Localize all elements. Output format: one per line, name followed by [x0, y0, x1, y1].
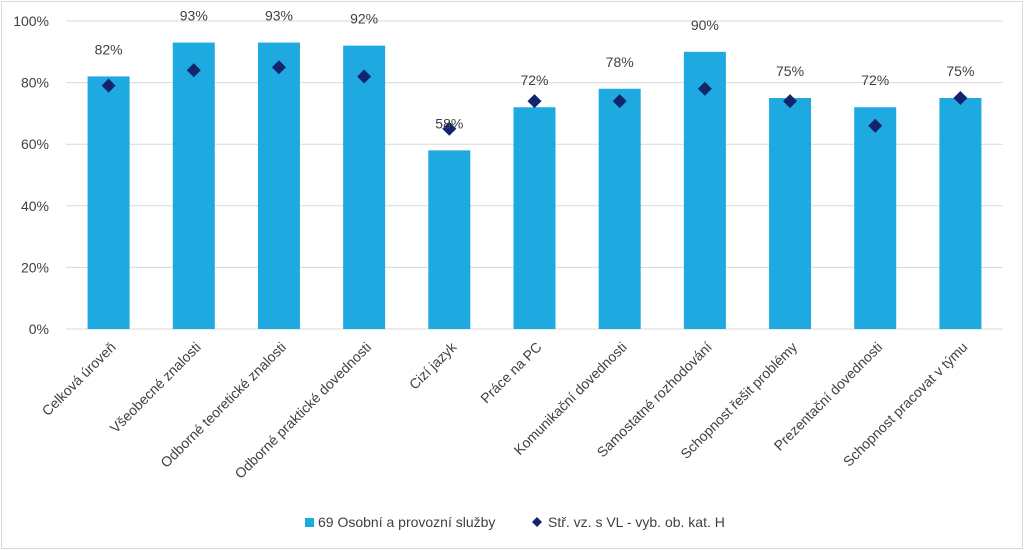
- y-tick-label: 60%: [21, 136, 49, 152]
- data-label: 93%: [265, 8, 293, 24]
- category-label: Cizí jazyk: [406, 338, 460, 392]
- data-label: 90%: [691, 17, 719, 33]
- data-label: 58%: [435, 115, 463, 131]
- bar: [769, 98, 812, 329]
- legend: 69 Osobní a provozní služby Stř. vz. s V…: [305, 514, 725, 530]
- diamond-marker: [186, 63, 201, 78]
- data-label: 75%: [776, 63, 804, 79]
- data-label: 72%: [861, 72, 889, 88]
- legend-marker-label: Stř. vz. s VL - vyb. ob. kat. H: [548, 514, 725, 530]
- data-label: 93%: [180, 8, 208, 24]
- y-tick-label: 100%: [13, 13, 49, 29]
- bar: [513, 107, 556, 330]
- legend-marker-swatch: [532, 517, 542, 527]
- data-label: 78%: [606, 54, 634, 70]
- y-tick-label: 20%: [21, 259, 49, 275]
- y-axis-ticks: 0% 20% 40% 60% 80% 100%: [13, 13, 49, 337]
- data-labels: 82% 93% 93% 92% 58% 72% 78% 90% 75% 72% 75%: [95, 8, 975, 132]
- bar-series: [87, 42, 982, 330]
- diamond-marker: [697, 81, 712, 96]
- bar: [87, 76, 130, 329]
- diamond-marker: [527, 94, 542, 109]
- diamond-marker: [783, 94, 798, 109]
- diamond-marker: [612, 94, 627, 109]
- diamond-marker: [271, 60, 286, 75]
- y-tick-label: 80%: [21, 75, 49, 91]
- data-label: 82%: [95, 41, 123, 57]
- y-tick-label: 0%: [29, 321, 49, 337]
- gridlines: [66, 20, 1003, 330]
- data-label: 72%: [520, 72, 548, 88]
- diamond-marker: [442, 121, 457, 136]
- diamond-marker: [357, 69, 372, 84]
- bar: [939, 98, 982, 329]
- diamond-marker: [101, 78, 116, 93]
- legend-bar-swatch: [305, 518, 314, 527]
- bar: [343, 45, 386, 329]
- legend-bar-label: 69 Osobní a provozní služby: [318, 514, 495, 530]
- data-label: 92%: [350, 11, 378, 27]
- bar: [428, 150, 471, 329]
- bar: [257, 42, 300, 330]
- diamond-marker: [868, 118, 883, 133]
- bar: [598, 88, 641, 329]
- data-label: 75%: [946, 63, 974, 79]
- marker-series: [101, 60, 968, 136]
- bar: [683, 51, 726, 330]
- category-label: Všeobecné znalosti: [107, 339, 204, 436]
- bar: [854, 107, 897, 330]
- y-tick-label: 40%: [21, 198, 49, 214]
- category-label: Odborné praktické dovednosti: [231, 339, 374, 482]
- bar: [172, 42, 215, 330]
- category-label: Práce na PC: [477, 339, 544, 406]
- category-label: Celková úroveň: [39, 339, 119, 419]
- diamond-marker: [953, 91, 968, 105]
